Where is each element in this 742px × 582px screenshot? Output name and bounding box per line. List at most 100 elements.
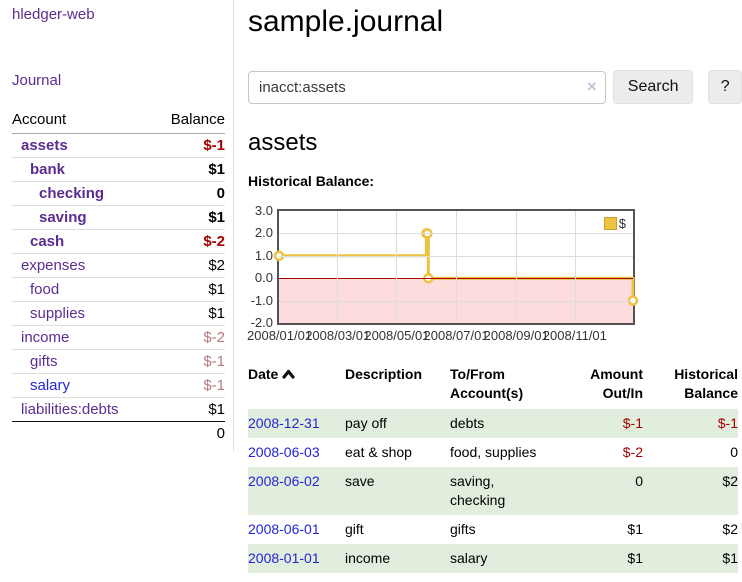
transaction-balance: $1 xyxy=(722,550,738,566)
register-row: 2008-06-01 gift gifts $1 $2 xyxy=(248,515,738,544)
account-balance: $-1 xyxy=(153,349,225,374)
chart-legend: $ xyxy=(603,216,626,231)
app-title-link[interactable]: hledger-web xyxy=(12,6,95,23)
sidebar-account-assets[interactable]: assets xyxy=(21,137,68,154)
balance-column-header: Historical Balance xyxy=(674,366,738,401)
account-balance: $-1 xyxy=(203,137,225,154)
register-row: 2008-06-03 eat & shop food, supplies $-2 0 xyxy=(248,438,738,467)
gridline xyxy=(396,211,398,323)
transaction-date-link[interactable]: 2008-12-31 xyxy=(248,415,320,431)
y-axis-label: 1.0 xyxy=(254,247,273,263)
description-column-header: Description xyxy=(345,366,423,382)
chart-title: Historical Balance: xyxy=(248,173,375,189)
y-axis-label: 3.0 xyxy=(254,203,273,218)
account-balance: $1 xyxy=(153,157,225,182)
account-row: salary $-1 xyxy=(12,373,225,398)
clear-search-icon[interactable]: × xyxy=(586,76,597,96)
transaction-description: pay off xyxy=(345,415,387,431)
account-row: gifts $-1 xyxy=(12,349,225,374)
account-balance: $-2 xyxy=(153,229,225,254)
transaction-description: income xyxy=(345,550,391,566)
account-heading: assets xyxy=(248,129,318,156)
transaction-amount: $1 xyxy=(627,521,643,537)
page-title: sample.journal xyxy=(248,5,444,38)
accounts-total-value: 0 xyxy=(153,421,225,445)
transaction-amount: 0 xyxy=(635,473,643,489)
sidebar-account-supplies[interactable]: supplies xyxy=(30,305,86,322)
search-input[interactable] xyxy=(248,70,606,104)
account-row: cash $-2 xyxy=(12,229,225,254)
search-row: × Search ? xyxy=(248,70,742,104)
transaction-accounts: food, supplies xyxy=(450,444,537,460)
accounts-table: Account Balance assets $-1 bank $1 checking 0… xyxy=(12,109,225,445)
x-axis-label: 2008/11/01 xyxy=(542,328,607,343)
sort-ascending-icon xyxy=(282,365,295,384)
gridline xyxy=(337,211,339,323)
sidebar-account-expenses[interactable]: expenses xyxy=(21,257,86,274)
account-row: supplies $1 xyxy=(12,301,225,326)
x-axis-label: 2008/07/01 xyxy=(423,328,489,343)
accounts-total-row: 0 xyxy=(12,421,225,445)
account-balance: $-1 xyxy=(153,373,225,398)
sidebar-account-saving[interactable]: saving xyxy=(39,209,87,226)
transaction-amount: $-1 xyxy=(622,415,643,431)
search-box: × xyxy=(248,70,606,104)
search-button[interactable]: Search xyxy=(612,70,694,104)
y-axis-label: -1.0 xyxy=(250,292,273,308)
account-row: saving $1 xyxy=(12,205,225,230)
transaction-date-link[interactable]: 2008-06-01 xyxy=(248,521,320,537)
historical-balance-chart: $ 2.0 1.0 0.0 -1.0 3.0 -2.0 2008/01/01 2008/03/… xyxy=(244,202,640,343)
account-row: checking 0 xyxy=(12,181,225,206)
main-content: sample.journal × Search ? assets Histori… xyxy=(247,0,742,573)
account-row: bank $1 xyxy=(12,157,225,182)
chart-plot-area: $ xyxy=(273,209,639,325)
account-row: income $-2 xyxy=(12,325,225,350)
account-row: expenses $2 xyxy=(12,253,225,278)
sidebar-account-liabilities-debts[interactable]: liabilities:debts xyxy=(21,401,119,418)
transaction-accounts: gifts xyxy=(450,521,476,537)
transaction-description: save xyxy=(345,473,375,489)
account-balance: $1 xyxy=(153,277,225,302)
help-button[interactable]: ? xyxy=(708,70,742,104)
register-row: 2008-06-02 save saving, checking 0 $2 xyxy=(248,467,738,515)
transaction-date-link[interactable]: 2008-06-02 xyxy=(248,473,320,489)
sidebar-item-journal[interactable]: Journal xyxy=(12,72,62,89)
account-balance: $1 xyxy=(153,205,225,230)
register-header-row: Date Description To/From Account(s) Amou… xyxy=(248,363,738,409)
account-balance: $2 xyxy=(153,253,225,278)
sidebar-account-checking[interactable]: checking xyxy=(39,185,105,202)
sidebar-account-food[interactable]: food xyxy=(30,281,60,298)
accounts-table-header: Account Balance xyxy=(12,109,225,134)
account-balance: $1 xyxy=(153,397,225,422)
accounts-column-header: To/From Account(s) xyxy=(450,366,524,401)
transaction-accounts: salary xyxy=(450,550,488,566)
transaction-amount: $-2 xyxy=(622,444,643,460)
transaction-balance: 0 xyxy=(730,444,738,460)
transaction-description: gift xyxy=(345,521,364,537)
account-column-header: Account xyxy=(12,109,154,134)
sidebar-account-cash[interactable]: cash xyxy=(30,233,65,250)
sidebar-account-salary[interactable]: salary xyxy=(30,377,71,394)
balance-column-header: Balance xyxy=(153,109,225,134)
account-row: assets $-1 xyxy=(12,134,225,158)
sidebar: hledger-web Journal Account Balance asse… xyxy=(0,0,234,451)
y-axis-label: 2.0 xyxy=(254,225,273,241)
transaction-date-link[interactable]: 2008-01-01 xyxy=(248,550,320,566)
transaction-date-link[interactable]: 2008-06-03 xyxy=(248,444,320,460)
register-table: Date Description To/From Account(s) Amou… xyxy=(248,363,738,573)
transaction-balance: $2 xyxy=(722,473,738,489)
y-axis-label: -2.0 xyxy=(250,315,273,330)
register-row: 2008-01-01 income salary $1 $1 xyxy=(248,544,738,573)
account-balance: $1 xyxy=(153,301,225,326)
sidebar-account-bank[interactable]: bank xyxy=(30,161,66,178)
account-balance: $-2 xyxy=(153,325,225,350)
transaction-accounts: saving, checking xyxy=(450,473,506,508)
gridline xyxy=(515,211,517,323)
transaction-accounts: debts xyxy=(450,415,485,431)
sidebar-account-income[interactable]: income xyxy=(21,329,70,346)
legend-label: $ xyxy=(618,216,626,231)
x-axis-label: 2008/05/01 xyxy=(364,328,430,343)
transaction-balance: $-1 xyxy=(717,415,738,431)
date-column-header[interactable]: Date xyxy=(248,363,345,409)
sidebar-account-gifts[interactable]: gifts xyxy=(30,353,58,370)
